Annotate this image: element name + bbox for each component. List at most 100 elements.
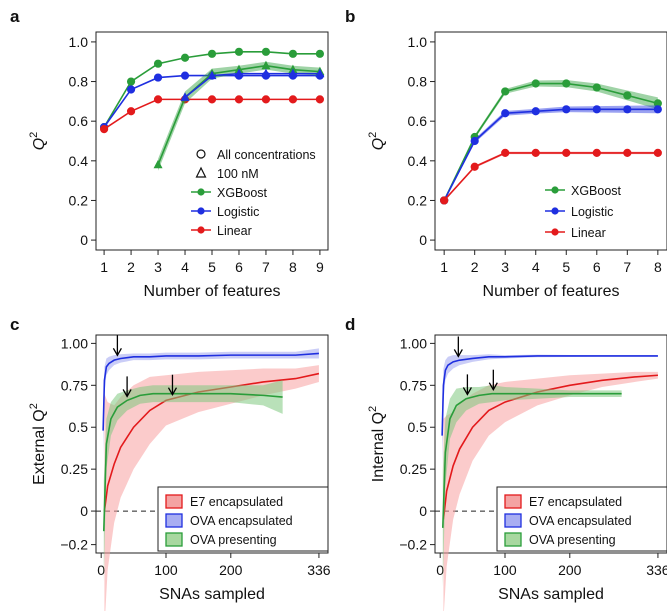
- y-tick-label: 0.2: [408, 192, 428, 208]
- panel-label: c: [10, 315, 19, 334]
- data-point: [180, 53, 190, 62]
- data-point: [288, 49, 298, 58]
- legend-label: E7 encapsulated: [190, 495, 283, 509]
- data-point-triangle: [153, 159, 163, 169]
- x-tick-label: 6: [593, 259, 601, 275]
- legend-marker-triangle: [195, 166, 207, 178]
- data-point: [261, 47, 271, 56]
- x-tick-label: 3: [501, 259, 509, 275]
- data-point: [315, 49, 325, 58]
- data-point: [562, 148, 571, 157]
- legend-marker: [551, 186, 559, 194]
- legend-swatch: [165, 532, 183, 547]
- x-tick-label: 0: [436, 562, 444, 578]
- data-point-triangle: [288, 68, 298, 78]
- x-tick-label: 1: [440, 259, 448, 275]
- data-point: [531, 79, 540, 88]
- series-line: [442, 374, 658, 520]
- x-tick-label: 6: [235, 259, 243, 275]
- legend-label: All concentrations: [217, 148, 316, 162]
- data-point: [153, 95, 163, 104]
- data-point: [126, 85, 136, 94]
- series-line: [443, 152, 658, 201]
- arrow-head: [122, 389, 132, 398]
- data-point-triangle: [261, 68, 271, 78]
- y-axis-label: External Q2: [28, 403, 48, 485]
- x-tick-label: 2: [471, 259, 479, 275]
- data-point: [562, 79, 571, 88]
- x-tick-label: 9: [316, 259, 324, 275]
- plot-frame: [434, 31, 667, 251]
- arrow-head: [462, 387, 472, 396]
- x-tick-label: 3: [154, 259, 162, 275]
- x-axis-label: Number of features: [483, 283, 620, 300]
- x-tick-label: 1: [100, 259, 108, 275]
- legend-label: OVA presenting: [529, 533, 616, 547]
- data-point: [315, 95, 325, 104]
- x-tick-label: 5: [208, 259, 216, 275]
- legend-label: Linear: [217, 224, 252, 238]
- y-tick-label: 1.0: [408, 34, 428, 50]
- legend-marker-circle: [196, 149, 206, 159]
- data-point: [623, 105, 632, 114]
- series-line: [103, 98, 320, 130]
- data-point-triangle: [234, 68, 244, 78]
- y-tick-label: 0.8: [408, 74, 428, 90]
- legend-marker: [551, 228, 559, 236]
- legend-label: XGBoost: [571, 184, 622, 198]
- y-tick-label: 0.25: [61, 461, 88, 477]
- y-axis-label-sup: 2: [28, 132, 40, 138]
- x-tick-label: 100: [493, 562, 517, 578]
- y-tick-label: 0.5: [408, 419, 428, 435]
- legend-box: [496, 486, 667, 552]
- series-line: [441, 392, 622, 528]
- y-axis-label: Internal Q2: [367, 406, 387, 482]
- x-tick-label: 200: [558, 562, 582, 578]
- y-axis-label-sup: 2: [367, 406, 379, 412]
- y-tick-label: 0: [419, 503, 427, 519]
- data-point: [207, 95, 217, 104]
- x-tick-label: 336: [646, 562, 667, 578]
- y-tick-label: 0: [419, 232, 427, 248]
- data-point: [501, 87, 510, 96]
- legend-label: Logistic: [571, 205, 613, 219]
- data-point: [180, 71, 190, 80]
- legend-swatch: [504, 513, 522, 528]
- data-point-triangle: [180, 92, 190, 101]
- data-point: [653, 105, 662, 114]
- y-tick-label: 0.6: [69, 113, 89, 129]
- data-point: [288, 95, 298, 104]
- data-point: [234, 47, 244, 56]
- series-band: [103, 380, 283, 582]
- x-tick-label: 7: [262, 259, 270, 275]
- arrow-head: [167, 387, 178, 397]
- y-tick-label: 0.25: [400, 461, 427, 477]
- data-point-triangle: [261, 60, 271, 70]
- series-line: [103, 51, 320, 128]
- data-point: [99, 125, 109, 134]
- series-band: [444, 151, 658, 202]
- legend-label: OVA encapsulated: [529, 514, 632, 528]
- legend-label: OVA presenting: [190, 533, 277, 547]
- y-tick-label: 0.4: [408, 153, 428, 169]
- data-point: [592, 148, 601, 157]
- legend-label: XGBoost: [217, 186, 268, 200]
- legend-marker: [197, 226, 205, 234]
- series-band: [103, 348, 319, 456]
- y-axis-label-main: External Q: [31, 409, 48, 485]
- y-tick-label: 0.2: [69, 192, 89, 208]
- legend-swatch: [504, 494, 522, 509]
- data-point: [470, 162, 479, 171]
- x-axis-label: Number of features: [144, 283, 281, 300]
- legend-swatch: [504, 532, 522, 547]
- x-tick-label: 100: [154, 562, 178, 578]
- legend-box: [157, 486, 329, 552]
- x-tick-label: 0: [97, 562, 105, 578]
- x-tick-label: 4: [532, 259, 540, 275]
- y-tick-label: 1.00: [61, 335, 88, 351]
- panel-label: b: [345, 7, 355, 26]
- legend-label: Linear: [571, 226, 606, 240]
- series-line: [102, 352, 319, 431]
- arrow-head: [112, 347, 122, 357]
